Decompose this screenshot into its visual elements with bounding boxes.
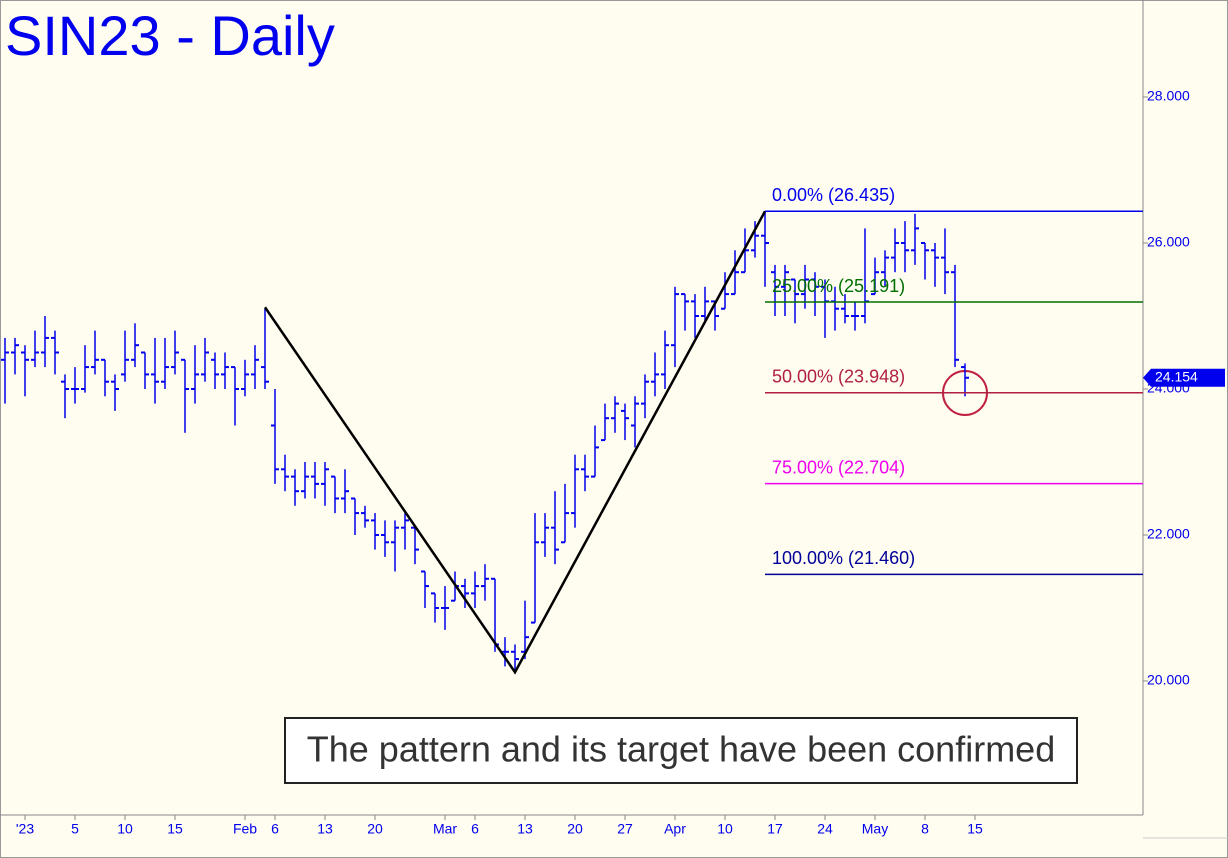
chart-title: SIN23 - Daily bbox=[5, 4, 335, 67]
x-tick-label: May bbox=[862, 821, 888, 837]
level-label: 100.00% (21.460) bbox=[772, 548, 915, 568]
x-tick-label: 6 bbox=[471, 821, 479, 837]
x-tick-label: Mar bbox=[433, 821, 457, 837]
x-tick-label: 17 bbox=[767, 821, 783, 837]
pattern-line bbox=[263, 210, 767, 675]
level-label: 75.00% (22.704) bbox=[772, 457, 905, 477]
x-tick-label: 27 bbox=[617, 821, 633, 837]
annotation: The pattern and its target have been con… bbox=[307, 729, 1055, 770]
annotation-box bbox=[284, 717, 1078, 784]
x-tick-label: 13 bbox=[517, 821, 533, 837]
x-tick-label: '23 bbox=[16, 821, 34, 837]
x-tick-label: 5 bbox=[71, 821, 79, 837]
x-tick-label: Feb bbox=[233, 821, 257, 837]
x-tick-label: 15 bbox=[967, 821, 983, 837]
x-tick-label: 24 bbox=[817, 821, 833, 837]
x-tick-label: 10 bbox=[717, 821, 733, 837]
x-tick-label: 13 bbox=[317, 821, 333, 837]
last-price-label: 24.154 bbox=[1155, 368, 1198, 384]
level-label: 50.00% (23.948) bbox=[772, 367, 905, 387]
x-tick-label: 20 bbox=[367, 821, 383, 837]
x-tick-label: 8 bbox=[921, 821, 929, 837]
x-tick-label: 6 bbox=[271, 821, 279, 837]
x-tick-label: 15 bbox=[167, 821, 183, 837]
level-label: 25.00% (25.191) bbox=[772, 276, 905, 296]
x-tick-label: 10 bbox=[117, 821, 133, 837]
level-label: 0.00% (26.435) bbox=[772, 185, 895, 205]
x-tick-label: Apr bbox=[664, 821, 686, 837]
y-tick-label: 20.000 bbox=[1147, 672, 1190, 688]
y-tick-label: 22.000 bbox=[1147, 526, 1190, 542]
y-tick-label: 28.000 bbox=[1147, 88, 1190, 104]
x-tick-label: 20 bbox=[567, 821, 583, 837]
last-price-box bbox=[1143, 368, 1225, 387]
y-tick-label: 26.000 bbox=[1147, 234, 1190, 250]
